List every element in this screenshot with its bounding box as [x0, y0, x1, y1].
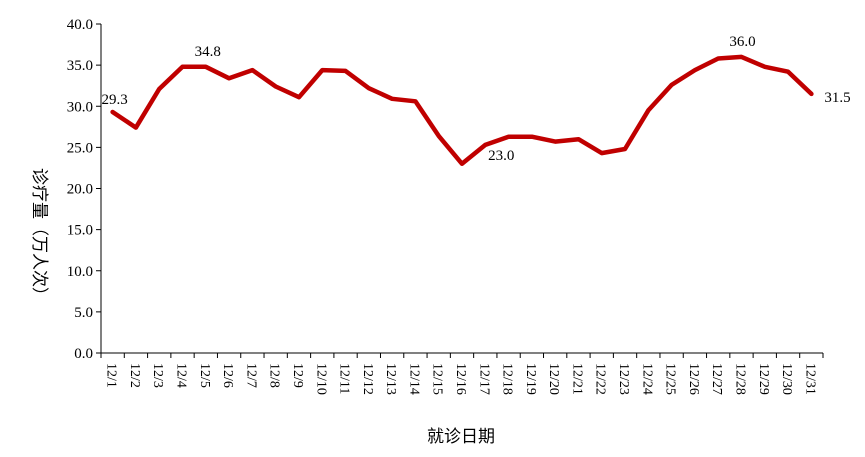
data-label: 31.5	[824, 90, 850, 106]
x-tick-label: 12/8	[267, 363, 282, 388]
x-tick-label: 12/19	[523, 363, 538, 395]
x-tick-label: 12/31	[802, 363, 817, 395]
y-axis-title: 诊疗量（万人次）	[29, 168, 49, 304]
series-line	[110, 54, 814, 167]
x-tick-label: 12/23	[616, 363, 631, 395]
x-tick-label: 12/21	[569, 363, 584, 395]
data-label: 36.0	[729, 34, 755, 50]
x-tick-label: 12/2	[127, 363, 142, 388]
x-tick-label: 12/25	[663, 363, 678, 395]
y-tick-label: 15.0	[67, 223, 93, 239]
data-label: 29.3	[102, 92, 128, 108]
y-axis: 0.0 5.0 10.0 15.0 20.0 25.0 30.0 35.0 40.0	[67, 17, 102, 362]
x-tick-label: 12/11	[337, 363, 352, 394]
x-tick-label: 12/12	[360, 363, 375, 395]
x-tick-label: 12/20	[546, 363, 561, 395]
y-tick-label: 30.0	[67, 99, 93, 115]
x-axis-title: 就诊日期	[427, 427, 495, 447]
x-tick-label: 12/1	[104, 363, 119, 388]
data-label: 23.0	[488, 148, 514, 164]
x-tick-label: 12/6	[220, 363, 235, 388]
y-tick-label: 40.0	[67, 17, 93, 33]
x-tick-label: 12/4	[174, 363, 189, 388]
x-tick-label: 12/17	[476, 363, 491, 395]
y-tick-label: 10.0	[67, 264, 93, 280]
x-tick-label: 12/29	[756, 363, 771, 395]
y-tick-label: 25.0	[67, 140, 93, 156]
x-tick-label: 12/16	[453, 363, 468, 395]
x-tick-label: 12/18	[500, 363, 515, 395]
x-tick-label: 12/3	[150, 363, 165, 388]
x-tick-label: 12/9	[290, 363, 305, 388]
x-axis: 12/1 12/2 12/3 12/4 12/5 12/6 12/7 12/8 12/9 12/1…	[100, 352, 824, 395]
x-tick-label: 12/10	[313, 363, 328, 395]
x-tick-label: 12/28	[732, 363, 747, 395]
x-tick-label: 12/26	[686, 363, 701, 395]
x-tick-label: 12/13	[383, 363, 398, 395]
x-tick-label: 12/27	[709, 363, 724, 395]
x-tick-label: 12/7	[243, 363, 258, 388]
x-tick-label: 12/24	[639, 363, 654, 395]
y-tick-label: 5.0	[74, 305, 93, 321]
x-tick-label: 12/15	[430, 363, 445, 395]
x-tick-label: 12/22	[593, 363, 608, 395]
y-tick-label: 35.0	[67, 58, 93, 74]
x-tick-label: 12/30	[779, 363, 794, 395]
x-tick-label: 12/5	[197, 363, 212, 388]
data-label: 34.8	[195, 44, 221, 60]
data-labels: 29.3 34.8 23.0 36.0 31.5	[102, 34, 851, 164]
y-tick-label: 0.0	[74, 346, 93, 362]
y-tick-label: 20.0	[67, 182, 93, 198]
series-1	[110, 54, 814, 167]
x-tick-label: 12/14	[406, 363, 421, 395]
